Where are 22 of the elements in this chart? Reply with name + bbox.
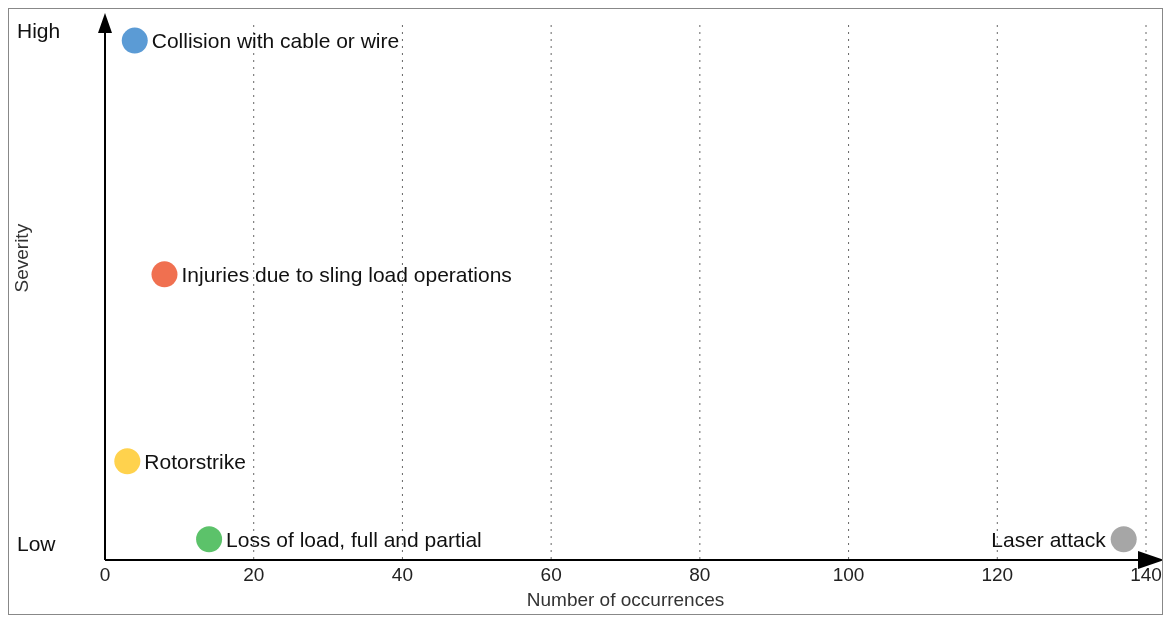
x-tick-label: 80 <box>689 564 711 586</box>
text: Low <box>17 532 57 556</box>
x-tick-label: 60 <box>540 564 562 586</box>
annotation: Loss of load, full and partial <box>226 527 482 551</box>
x-tick-label: 20 <box>243 564 265 586</box>
annotation: Laser attack <box>991 527 1107 551</box>
point <box>121 27 148 54</box>
x-tick-label: 140 <box>1130 564 1162 586</box>
point <box>114 448 141 475</box>
annotation: Rotorstrike <box>144 449 246 473</box>
point <box>151 261 178 288</box>
point <box>1110 526 1137 553</box>
annotation: Collision with cable or wire <box>151 28 400 52</box>
x-tick-label: 40 <box>391 564 413 586</box>
annotation: Injuries due to sling load operations <box>181 262 512 286</box>
x-axis-title: Number of occurrences <box>526 589 725 610</box>
text: High <box>17 19 62 43</box>
x-tick-label: 100 <box>832 564 865 586</box>
point <box>196 526 223 553</box>
y-axis-title: Severity <box>10 223 32 293</box>
x-tick-label: 0 <box>99 564 111 586</box>
x-tick-label: 120 <box>981 564 1014 586</box>
